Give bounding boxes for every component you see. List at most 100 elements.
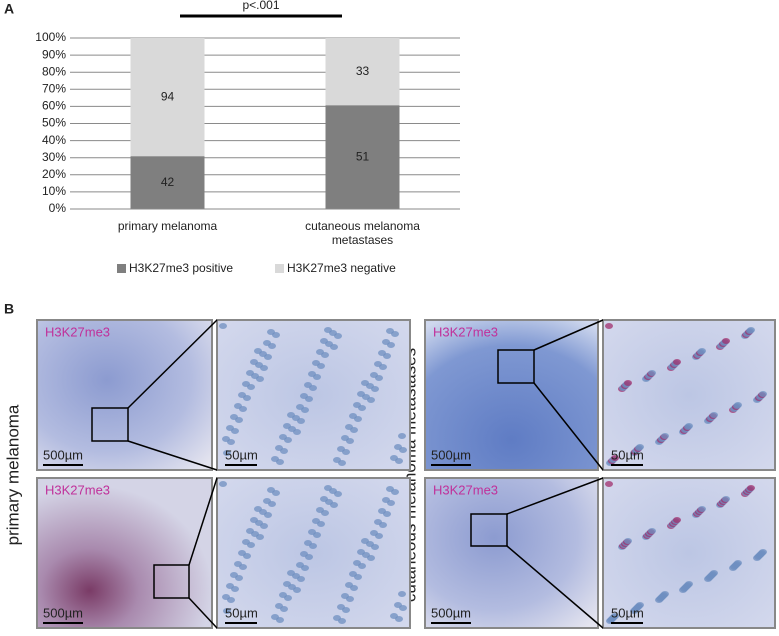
nucleus	[267, 487, 275, 493]
micrograph-zoom	[216, 319, 411, 471]
nucleus	[661, 433, 669, 439]
bar-segment	[325, 105, 400, 209]
nucleus	[287, 570, 295, 576]
stain-label: H3K27me3	[45, 324, 110, 339]
scale-label: 500µm	[43, 447, 83, 462]
nucleus	[263, 498, 271, 504]
nucleus	[636, 602, 644, 608]
micrograph	[424, 319, 599, 471]
nucleus	[337, 446, 345, 452]
nucleus	[304, 540, 312, 546]
nucleus	[320, 496, 328, 502]
x-tick-label: cutaneous melanoma metastases	[305, 219, 420, 247]
micrograph	[36, 477, 213, 629]
y-tick-label: 100%	[35, 30, 66, 44]
count-label: 33	[356, 64, 370, 78]
nucleus	[759, 549, 767, 555]
nucleus	[378, 350, 386, 356]
nucleus	[246, 370, 254, 376]
bar-segment	[325, 38, 400, 106]
nucleus	[734, 402, 742, 408]
micrograph-zoom	[602, 477, 776, 629]
y-tick-label: 70%	[42, 81, 66, 95]
nucleus	[230, 414, 238, 420]
nucleus	[222, 594, 230, 600]
count-label: 94	[161, 89, 175, 103]
y-tick-label: 90%	[42, 47, 66, 61]
nucleus	[263, 340, 271, 346]
nucleus	[226, 425, 234, 431]
stain-label: H3K27me3	[433, 324, 498, 339]
nucleus	[394, 602, 402, 608]
nucleus	[271, 456, 279, 462]
nucleus	[386, 486, 394, 492]
nucleus	[283, 581, 291, 587]
nucleus	[279, 434, 287, 440]
nucleus	[698, 348, 706, 354]
nucleus	[254, 506, 262, 512]
nucleus	[226, 583, 234, 589]
micrograph-zoom	[216, 477, 411, 629]
nucleus	[698, 506, 706, 512]
nucleus	[605, 323, 613, 329]
nucleus	[341, 593, 349, 599]
zoom-line	[188, 597, 218, 629]
nucleus	[333, 457, 341, 463]
count-label: 51	[356, 149, 370, 163]
nucleus	[275, 603, 283, 609]
zoom-scale-label: 50µm	[611, 447, 644, 462]
zoom-line	[127, 319, 218, 409]
y-tick-label: 50%	[42, 116, 66, 130]
stain-label: H3K27me3	[45, 482, 110, 497]
zoom-line	[506, 545, 604, 629]
nucleus	[308, 371, 316, 377]
zoom-box	[470, 513, 508, 547]
nucleus	[386, 328, 394, 334]
panel-label: A	[4, 1, 14, 17]
nucleus	[219, 323, 227, 329]
nucleus	[685, 423, 693, 429]
x-tick-label-box: primary melanoma	[117, 219, 218, 233]
nucleus	[242, 381, 250, 387]
nucleus	[722, 338, 730, 344]
nucleus	[234, 403, 242, 409]
nucleus	[234, 561, 242, 567]
nucleus	[324, 327, 332, 333]
nucleus	[759, 391, 767, 397]
nucleus	[337, 604, 345, 610]
nucleus	[357, 391, 365, 397]
nucleus	[296, 404, 304, 410]
x-tick-label: primary melanoma	[117, 219, 218, 233]
nucleus	[710, 412, 718, 418]
nucleus	[398, 591, 406, 597]
nucleus	[333, 615, 341, 621]
nucleus	[296, 562, 304, 568]
nucleus	[624, 380, 632, 386]
nucleus	[747, 485, 755, 491]
nucleus	[374, 361, 382, 367]
nucleus	[378, 508, 386, 514]
zoom-box	[497, 349, 535, 384]
y-tick-label: 0%	[49, 201, 67, 215]
nucleus	[345, 582, 353, 588]
y-tick-label: 20%	[42, 167, 66, 181]
nucleus	[254, 348, 262, 354]
zoom-line	[127, 440, 218, 471]
nucleus	[673, 359, 681, 365]
nucleus	[312, 360, 320, 366]
nucleus	[722, 496, 730, 502]
nucleus	[611, 455, 619, 461]
y-tick-label: 30%	[42, 150, 66, 164]
legend-swatch	[117, 264, 126, 273]
nucleus	[361, 538, 369, 544]
nucleus	[353, 560, 361, 566]
nucleus	[250, 517, 258, 523]
bar-segment	[130, 38, 205, 157]
nucleus	[390, 455, 398, 461]
nucleus	[374, 519, 382, 525]
nucleus	[361, 380, 369, 386]
y-tick-label: 60%	[42, 99, 66, 113]
stain-label: H3K27me3	[433, 482, 498, 497]
nucleus	[605, 481, 613, 487]
nucleus	[287, 412, 295, 418]
